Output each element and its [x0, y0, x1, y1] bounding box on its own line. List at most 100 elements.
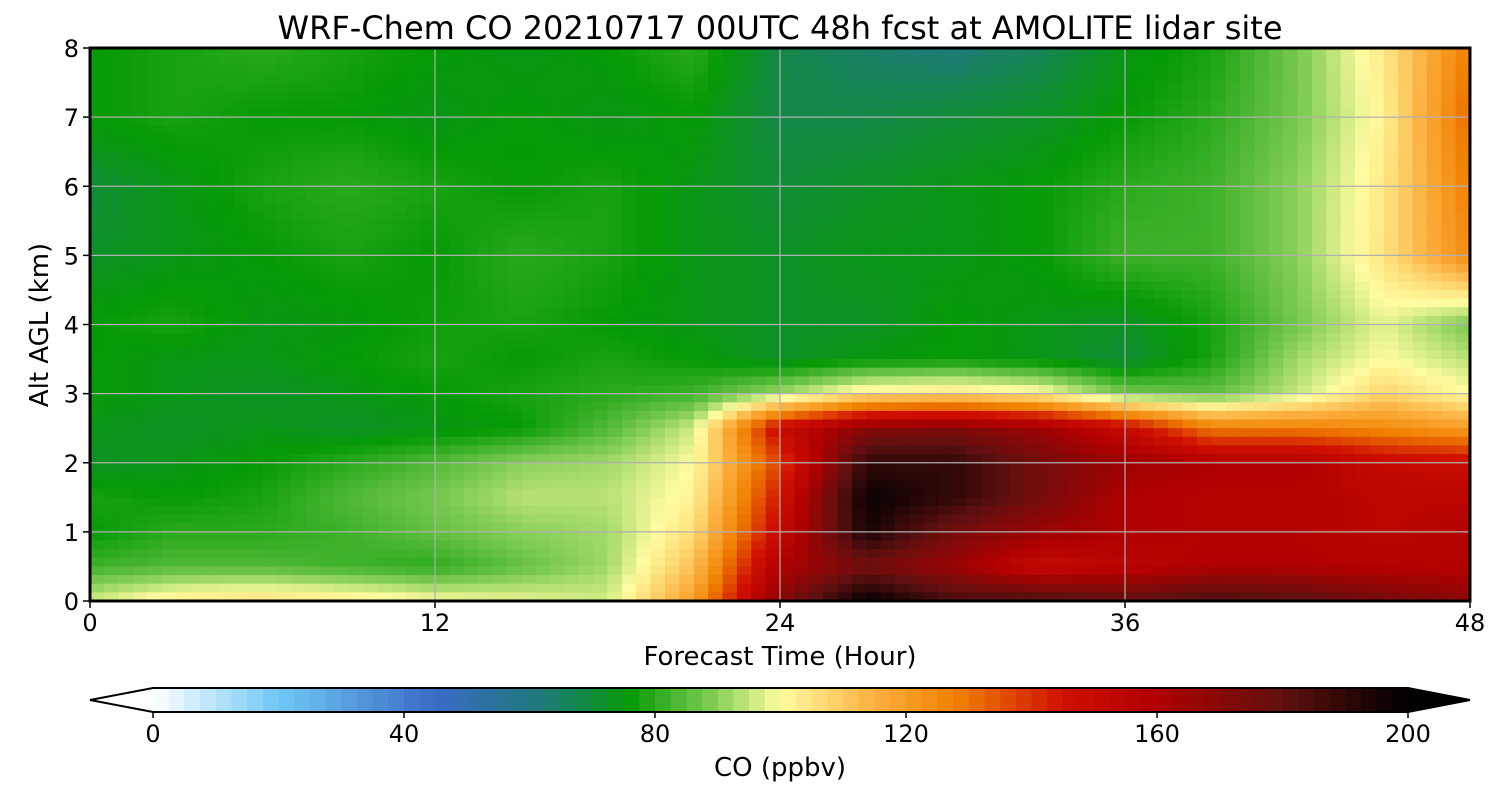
heatmap-cell [1326, 125, 1342, 136]
heatmap-cell [291, 315, 307, 326]
heatmap-cell [938, 454, 954, 464]
heatmap-cell [276, 151, 292, 161]
heatmap-cell [276, 436, 292, 447]
heatmap-cell [348, 117, 364, 127]
heatmap-cell [1225, 393, 1241, 403]
heatmap-cell [722, 125, 738, 136]
heatmap-cell [1081, 402, 1097, 412]
heatmap-cell [334, 246, 350, 256]
heatmap-cell [564, 229, 580, 239]
heatmap-cell [506, 160, 522, 170]
heatmap-cell [219, 220, 235, 231]
heatmap-cell [938, 48, 954, 58]
heatmap-cell [219, 91, 235, 101]
heatmap-cell [1067, 350, 1083, 360]
heatmap-cell [621, 134, 637, 144]
heatmap-cell [564, 315, 580, 326]
heatmap-cell [305, 315, 321, 326]
heatmap-cell [104, 480, 120, 490]
heatmap-cell [823, 454, 839, 464]
heatmap-cell [406, 203, 422, 213]
heatmap-cell [420, 177, 436, 187]
heatmap-cell [133, 471, 149, 481]
heatmap-cell [90, 281, 105, 291]
heatmap-cell [377, 220, 393, 231]
heatmap-cell [1412, 376, 1428, 386]
heatmap-cell [708, 307, 724, 317]
heatmap-cell [435, 341, 450, 352]
heatmap-cell [765, 56, 781, 66]
heatmap-cell [1426, 48, 1442, 58]
heatmap-cell [176, 341, 192, 352]
heatmap-cell [521, 65, 537, 75]
heatmap-cell [1024, 220, 1040, 231]
heatmap-cell [449, 160, 465, 170]
heatmap-cell [90, 445, 105, 455]
heatmap-cell [1010, 99, 1025, 110]
heatmap-cell [952, 419, 968, 429]
heatmap-cell [1067, 402, 1083, 412]
heatmap-cell [1110, 307, 1126, 317]
heatmap-cell [1053, 91, 1069, 101]
heatmap-cell [1340, 367, 1356, 377]
heatmap-cell [593, 255, 609, 265]
heatmap-cell [1125, 359, 1140, 369]
heatmap-cell [923, 436, 939, 447]
heatmap-cell [938, 151, 954, 161]
heatmap-cell [506, 264, 522, 274]
heatmap-cell [1196, 367, 1212, 377]
heatmap-cell [593, 194, 609, 205]
heatmap-cell [1067, 428, 1083, 438]
heatmap-cell [837, 73, 853, 84]
heatmap-cell [909, 73, 925, 84]
heatmap-cell [1139, 177, 1155, 187]
heatmap-cell [248, 281, 264, 291]
heatmap-cell [564, 462, 580, 472]
heatmap-cell [233, 393, 249, 403]
heatmap-cell [780, 281, 795, 291]
heatmap-cell [823, 65, 839, 75]
heatmap-cell [1240, 143, 1255, 153]
heatmap-cell [535, 117, 551, 127]
heatmap-cell [435, 307, 450, 317]
heatmap-cell [363, 376, 379, 386]
heatmap-cell [205, 402, 220, 412]
heatmap-cell [751, 264, 767, 274]
heatmap-cell [1455, 125, 1471, 136]
heatmap-cell [363, 402, 379, 412]
heatmap-cell [1340, 402, 1356, 412]
heatmap-cell [147, 289, 163, 300]
heatmap-cell [90, 108, 105, 118]
heatmap-cell [1412, 108, 1428, 118]
heatmap-cell [1297, 255, 1313, 265]
heatmap-cell [1326, 117, 1342, 127]
heatmap-cell [492, 289, 508, 300]
heatmap-cell [909, 194, 925, 205]
heatmap-cell [1139, 324, 1155, 334]
heatmap-cell [478, 419, 494, 429]
heatmap-cell [1067, 73, 1083, 84]
heatmap-cell [593, 324, 609, 334]
heatmap-cell [348, 333, 364, 343]
heatmap-cell [981, 168, 997, 179]
heatmap-cell [205, 203, 220, 213]
heatmap-cell [377, 471, 393, 481]
heatmap-cell [391, 73, 407, 84]
heatmap-cell [578, 125, 594, 136]
heatmap-cell [722, 410, 738, 421]
heatmap-cell [1240, 393, 1255, 403]
heatmap-cell [1268, 315, 1284, 326]
heatmap-cell [276, 315, 292, 326]
heatmap-cell [981, 333, 997, 343]
heatmap-cell [521, 419, 537, 429]
heatmap-cell [1081, 264, 1097, 274]
heatmap-cell [1283, 177, 1299, 187]
heatmap-cell [736, 333, 752, 343]
heatmap-cell [593, 229, 609, 239]
heatmap-cell [291, 272, 307, 282]
heatmap-cell [780, 298, 795, 308]
heatmap-cell [334, 82, 350, 92]
heatmap-cell [693, 134, 709, 144]
heatmap-cell [320, 471, 335, 481]
heatmap-cell [1038, 134, 1054, 144]
